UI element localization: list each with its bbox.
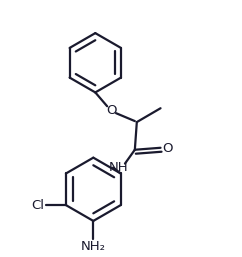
Text: NH: NH [109,161,129,174]
Text: Cl: Cl [32,199,45,212]
Text: NH₂: NH₂ [81,240,106,253]
Text: O: O [106,104,116,117]
Text: O: O [162,142,173,155]
